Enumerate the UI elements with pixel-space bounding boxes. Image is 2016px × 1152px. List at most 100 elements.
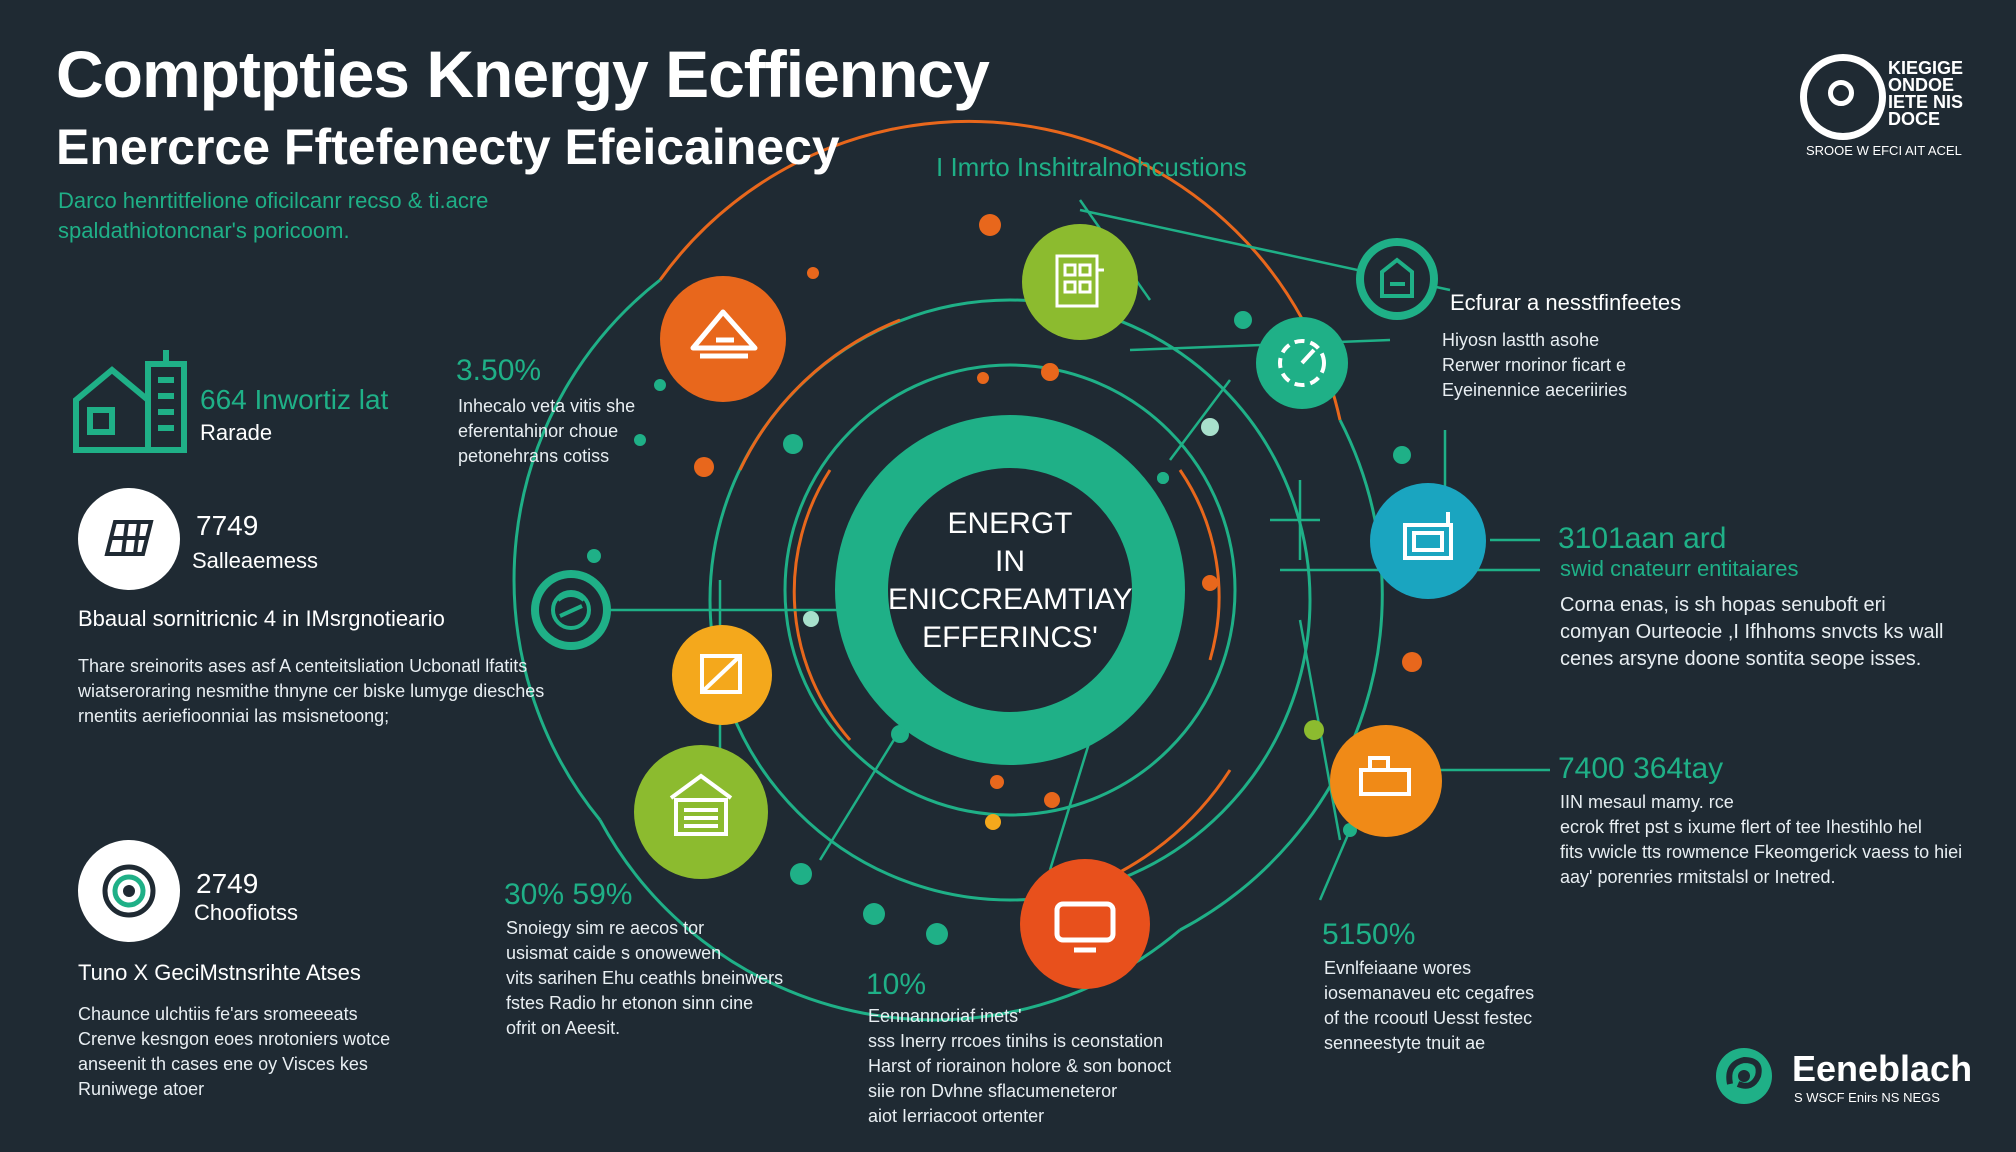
chart-icon xyxy=(1278,339,1326,387)
orbit-arc-outer-top xyxy=(658,119,1342,421)
callout-6-value: 3101aan ard xyxy=(1558,522,1727,555)
top-logo-line: ONDOE xyxy=(1888,75,1955,95)
top-logo-line: IETE NIS xyxy=(1888,92,1964,112)
center-hub-line: ENICCREAMTIAY xyxy=(888,583,1133,616)
node-orange-house xyxy=(660,276,786,402)
body-line: iosemanaveu etc cegafres xyxy=(1324,983,1535,1003)
top-logo-ring xyxy=(1800,54,1886,140)
orbit-ring-middle xyxy=(708,298,1312,902)
node-yellow-square xyxy=(672,625,772,725)
orbit-dot xyxy=(1393,446,1411,464)
orbit-dot xyxy=(1202,575,1218,591)
orbit-dot xyxy=(654,379,666,391)
body-line: eferentahinor choue xyxy=(458,421,619,441)
orbit-dot xyxy=(694,457,714,477)
callout-4-value: 5150% xyxy=(1322,918,1416,951)
body-line: Hiyosn lastth asohe xyxy=(1442,330,1600,350)
page-tagline: I Imrto Inshitralnohcustions xyxy=(936,152,1247,182)
orbit-dot xyxy=(790,863,812,885)
center-hub-line: EFFERINCS' xyxy=(922,621,1098,654)
body-line: Evnlfeiaane wores xyxy=(1324,958,1472,978)
target-icon xyxy=(102,864,156,918)
center-hub-inner xyxy=(888,468,1132,712)
orbit-dot xyxy=(807,267,819,279)
page-subtitle-line2: spaldathiotoncnar's poricoom. xyxy=(58,218,350,243)
callout-5-body: IIN mesaul mamy. rce ecrok ffret pst s i… xyxy=(1560,790,1962,890)
orbit-dot xyxy=(1201,418,1219,436)
square-icon xyxy=(700,654,742,694)
bottom-logo-name: Eeneblach xyxy=(1792,1048,1973,1089)
callout-2-body: Snoiegy sim re aecos tor usismat caide s… xyxy=(506,916,783,1041)
body-line: Chaunce ulchtiis fe'ars sromeeeats xyxy=(78,1004,358,1024)
node-teal-chart xyxy=(1256,317,1348,409)
orbit-dot xyxy=(926,923,948,945)
connector-line xyxy=(1318,829,1352,901)
body-line: wiatseroraring nesmithe thnyne cer biske… xyxy=(78,681,545,701)
connector-line xyxy=(1169,379,1231,461)
orbit-arc-inner-orange-2 xyxy=(1178,469,1221,661)
node-orange-grid xyxy=(1330,725,1442,837)
top-logo-text: KIEGIGE ONDOE IETE NIS DOCE xyxy=(1888,59,1964,128)
body-line: Corna enas, is sh hopas senuboft eri xyxy=(1560,594,1886,616)
bottom-logo-swirl-icon xyxy=(1716,1048,1772,1104)
orbit-arc-outer-right xyxy=(1179,419,1384,932)
orbit-dot xyxy=(634,434,646,446)
warehouse-icon xyxy=(669,773,733,836)
body-line: IIN mesaul mamy. rce xyxy=(1560,792,1734,812)
orbit-dot xyxy=(1044,792,1060,808)
left-section-1-heading: Bbaual sornitricnic 4 in IMsrgnotieario xyxy=(78,606,445,631)
left-stat-3-label: Choofiotss xyxy=(194,900,298,925)
body-line: Runiwege atoer xyxy=(78,1079,205,1099)
body-line: Harst of riorainon holore & son bonoct xyxy=(868,1056,1172,1076)
orbit-dots xyxy=(587,214,1422,945)
left-stat-1-value: 664 Inwortiz lat xyxy=(200,384,389,415)
orbit-dot xyxy=(587,549,601,563)
body-line: vits sarihen Ehu ceathls bneinwers xyxy=(506,968,784,988)
node-orange-tv xyxy=(1020,859,1150,989)
orbit-dot xyxy=(979,214,1001,236)
left-item-2-badge xyxy=(78,488,180,590)
body-line: usismat caide s onowewen xyxy=(506,943,722,963)
center-hub-line: IN xyxy=(995,545,1025,578)
body-line: aiot Ierriacoot ortenter xyxy=(868,1106,1045,1126)
grid-icon xyxy=(1403,512,1453,560)
flag-icon xyxy=(1380,257,1414,298)
orbit-arc-outer-left xyxy=(512,278,661,821)
building-icon xyxy=(1055,254,1104,308)
callout-5-value: 7400 364tay xyxy=(1558,752,1724,785)
body-line: comyan Ourteocie ,I Ifhhoms snvcts ks wa… xyxy=(1560,621,1944,643)
body-line: ecrok ffret pst s ixume flert of tee Ihe… xyxy=(1560,817,1922,837)
left-stat-2-value: 7749 xyxy=(196,510,259,541)
orbit-dot xyxy=(1402,652,1422,672)
orbit-dot xyxy=(985,814,1001,830)
node-teal-swirl xyxy=(531,570,611,650)
orbit-dot xyxy=(990,775,1004,789)
body-line: cenes arsyne doone sontita seope isses. xyxy=(1560,648,1922,670)
orbit-dot xyxy=(1041,363,1059,381)
bottom-logo-caption: S WSCF Enirs NS NEGS xyxy=(1794,1090,1940,1105)
connector-line xyxy=(1048,739,1092,871)
body-line: Snoiegy sim re aecos tor xyxy=(506,918,705,938)
callout-3-body: Eennannoriaf inets' sss Inerry rrcoes ti… xyxy=(868,1004,1171,1129)
callout-6-label: swid cnateurr entitaiares xyxy=(1560,556,1799,581)
orbit-dot xyxy=(977,372,989,384)
callout-4-body: Evnlfeiaane wores iosemanaveu etc cegafr… xyxy=(1324,956,1534,1056)
body-line: of the rcooutl Uesst festec xyxy=(1324,1008,1533,1028)
callout-3-value: 10% xyxy=(866,968,927,1001)
orbit-dot xyxy=(1234,311,1252,329)
top-logo-caption: SROOE W EFCI AIT ACEL xyxy=(1806,143,1962,158)
body-line: fits vwicle tts rowmence Fkeomgerick vae… xyxy=(1560,842,1963,862)
body-line: fstes Radio hr etonon sinn cine xyxy=(506,993,754,1013)
left-item-3-badge xyxy=(78,840,180,942)
left-stat-2-label: Salleaemess xyxy=(192,548,318,573)
monitor-icon xyxy=(1054,901,1116,953)
node-green-building xyxy=(1022,224,1138,340)
node-green-house xyxy=(634,745,768,879)
body-line: sss Inerry rrcoes tinihs is ceonstation xyxy=(868,1031,1164,1051)
body-line: ofrit on Aeesit. xyxy=(506,1018,621,1038)
body-line: Inhecalo veta vitis she xyxy=(458,396,636,416)
body-line: siie ron Dvhne sflacumeneteror xyxy=(868,1081,1118,1101)
node-teal-flag xyxy=(1356,238,1438,320)
